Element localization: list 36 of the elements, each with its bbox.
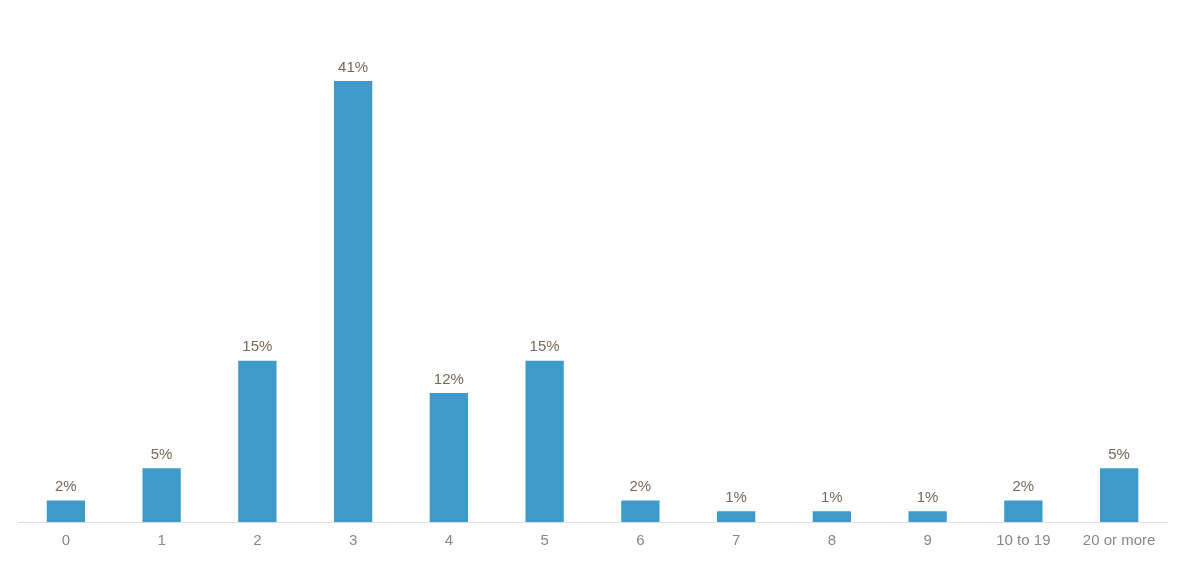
data-label: 2% bbox=[55, 477, 77, 495]
x-tick-label: 9 bbox=[923, 531, 932, 549]
data-label: 41% bbox=[338, 57, 369, 75]
bar bbox=[429, 392, 469, 522]
bar bbox=[716, 511, 756, 522]
x-tick-label: 20 or more bbox=[1082, 531, 1156, 549]
x-tick-label: 2 bbox=[253, 531, 262, 549]
x-tick-label: 4 bbox=[444, 531, 454, 549]
data-label: 5% bbox=[1108, 444, 1130, 462]
bar bbox=[908, 511, 947, 522]
x-tick-label: 1 bbox=[157, 531, 166, 549]
data-label: 2% bbox=[629, 477, 652, 495]
x-tick-label: 6 bbox=[636, 531, 645, 549]
x-tick-label: 10 to 19 bbox=[996, 531, 1051, 549]
x-tick-label: 8 bbox=[827, 531, 837, 549]
bar bbox=[1004, 500, 1043, 522]
data-label: 5% bbox=[150, 444, 173, 462]
bar bbox=[1099, 468, 1139, 522]
bar bbox=[333, 81, 373, 522]
data-label: 2% bbox=[1012, 477, 1035, 495]
x-tick-label: 5 bbox=[540, 531, 549, 549]
data-label: 15% bbox=[242, 337, 273, 355]
x-tick-label: 7 bbox=[731, 531, 741, 549]
bar bbox=[525, 360, 564, 522]
x-tick-label: 0 bbox=[61, 531, 71, 549]
data-label: 1% bbox=[821, 487, 843, 505]
data-label: 1% bbox=[725, 487, 747, 505]
bar bbox=[142, 468, 181, 522]
data-label: 1% bbox=[916, 487, 939, 505]
data-label: 12% bbox=[433, 369, 464, 387]
bar bbox=[812, 511, 852, 522]
bar bbox=[46, 500, 86, 522]
bar bbox=[238, 360, 277, 522]
x-tick-label: 3 bbox=[348, 531, 358, 549]
data-label: 15% bbox=[529, 337, 560, 355]
bar bbox=[621, 500, 660, 522]
